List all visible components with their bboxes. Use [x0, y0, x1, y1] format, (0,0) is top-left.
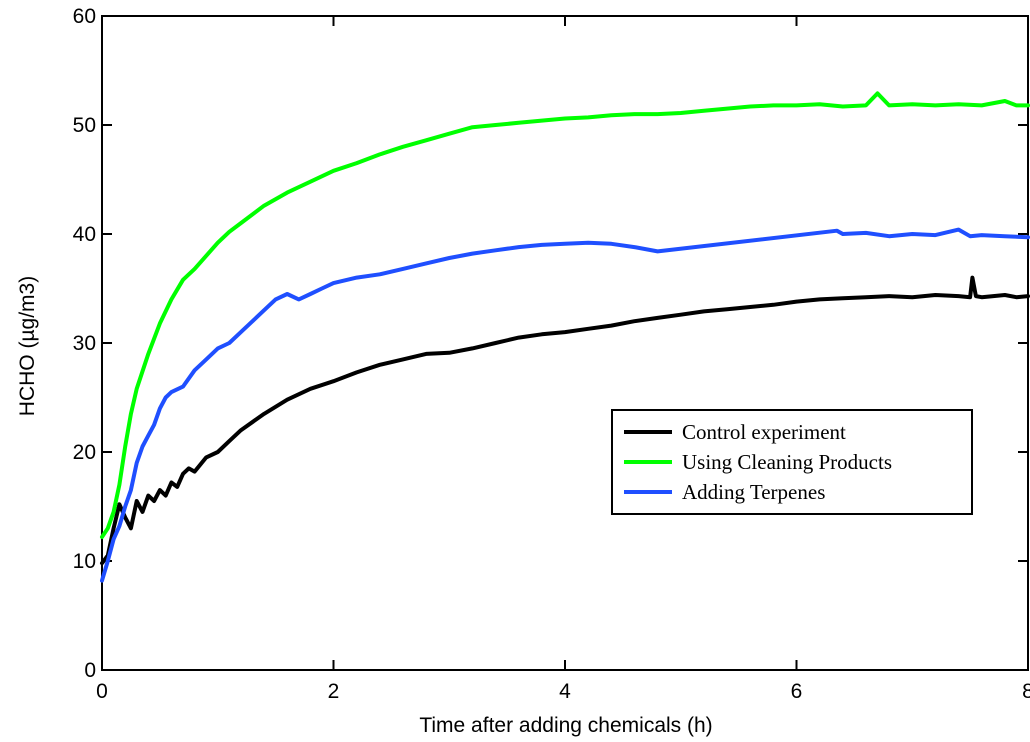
x-tick-label: 2 — [328, 680, 340, 703]
y-tick-label: 40 — [73, 223, 96, 246]
series-layer — [100, 91, 1030, 583]
y-tick-label: 60 — [73, 5, 96, 28]
x-tick-label: 0 — [96, 680, 108, 703]
x-tick-label: 6 — [791, 680, 803, 703]
y-axis-title: HCHO (µg/m3) — [16, 276, 39, 416]
y-tick-label: 30 — [73, 332, 96, 355]
y-tick-label: 0 — [84, 659, 96, 682]
legend-label-control: Control experiment — [682, 420, 846, 444]
y-tick-label: 10 — [73, 550, 96, 573]
legend-label-cleaning: Using Cleaning Products — [682, 450, 892, 474]
plot-frame — [101, 15, 1029, 671]
series-control-line — [100, 275, 1030, 566]
axes: 0 10 20 30 40 50 60 0 2 4 6 8 — [73, 5, 1030, 703]
x-tick-label: 4 — [559, 680, 571, 703]
legend-label-terpenes: Adding Terpenes — [682, 480, 825, 504]
series-terpenes-line — [100, 227, 1030, 583]
y-tick-label: 20 — [73, 441, 96, 464]
y-tick-label: 50 — [73, 114, 96, 137]
series-cleaning-line — [100, 91, 1030, 539]
x-tick-label: 8 — [1022, 680, 1030, 703]
legend: Control experiment Using Cleaning Produc… — [611, 409, 973, 515]
x-axis-title: Time after adding chemicals (h) — [419, 714, 712, 737]
